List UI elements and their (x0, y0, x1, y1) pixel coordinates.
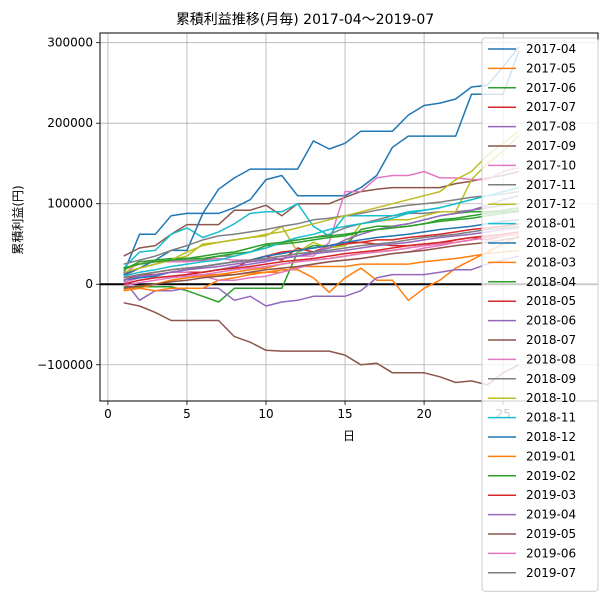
legend-label: 2019-06 (526, 546, 576, 560)
series-line-2018-10 (123, 130, 520, 273)
series-line-2019-06 (123, 233, 520, 287)
y-tick-label: 300000 (47, 36, 93, 50)
legend-label: 2018-07 (526, 333, 576, 347)
series-line-2018-09 (123, 190, 520, 265)
series-line-2018-02 (123, 46, 520, 276)
legend-label: 2018-01 (526, 217, 576, 231)
y-tick-label: 100000 (47, 197, 93, 211)
x-tick-label: 15 (337, 407, 352, 421)
series-line-2019-05 (123, 236, 520, 290)
legend-label: 2017-04 (526, 42, 576, 56)
series-group (123, 46, 520, 386)
legend-label: 2018-02 (526, 236, 576, 250)
series-line-2017-12 (123, 134, 520, 271)
legend-label: 2017-06 (526, 81, 576, 95)
legend-label: 2019-02 (526, 469, 576, 483)
legend-label: 2017-12 (526, 197, 576, 211)
chart-title: 累積利益推移(月毎) 2017-04〜2019-07 (176, 12, 434, 28)
series-line-2017-04 (123, 50, 520, 274)
legend-box (481, 37, 599, 592)
series-line-2018-07 (123, 302, 520, 386)
legend-label: 2019-04 (526, 508, 576, 522)
legend-label: 2018-03 (526, 255, 576, 269)
y-tick-label: 0 (85, 277, 93, 291)
y-tick-label: −100000 (37, 358, 93, 372)
series-line-2019-02 (123, 211, 520, 269)
legend-label: 2017-11 (526, 178, 576, 192)
legend-label: 2017-08 (526, 120, 576, 134)
series-line-2018-11 (123, 186, 520, 277)
y-axis-label: 累積利益(円) (10, 185, 25, 254)
legend-label: 2018-12 (526, 430, 576, 444)
legend-label: 2018-09 (526, 372, 576, 386)
legend-label: 2017-09 (526, 139, 576, 153)
series-line-2019-03 (123, 231, 520, 285)
legend-label: 2019-05 (526, 527, 576, 541)
legend-label: 2018-10 (526, 391, 576, 405)
legend-label: 2017-05 (526, 61, 576, 75)
legend-label: 2019-07 (526, 566, 576, 580)
legend-label: 2018-05 (526, 294, 576, 308)
legend-label: 2019-01 (526, 449, 576, 463)
series-line-2017-09 (123, 170, 520, 257)
series-line-2018-03 (123, 249, 520, 292)
series-line-2019-07 (123, 225, 520, 279)
legend-label: 2017-10 (526, 158, 576, 172)
legend: 2017-04 2017-05 2017-06 2017-07 2017-08 2017-… (481, 37, 599, 592)
x-axis-label: 日 (343, 429, 355, 443)
x-tick-label: 0 (104, 407, 112, 421)
y-tick-label: 200000 (47, 116, 93, 130)
legend-label: 2018-04 (526, 275, 576, 289)
x-tick-label: 20 (416, 407, 431, 421)
legend-label: 2017-07 (526, 100, 576, 114)
legend-label: 2018-08 (526, 352, 576, 366)
x-tick-label: 10 (258, 407, 273, 421)
legend-label: 2019-03 (526, 488, 576, 502)
x-tick-label: 5 (183, 407, 191, 421)
legend-label: 2018-06 (526, 314, 576, 328)
legend-label: 2018-11 (526, 411, 576, 425)
series-line-2019-04 (123, 227, 520, 281)
